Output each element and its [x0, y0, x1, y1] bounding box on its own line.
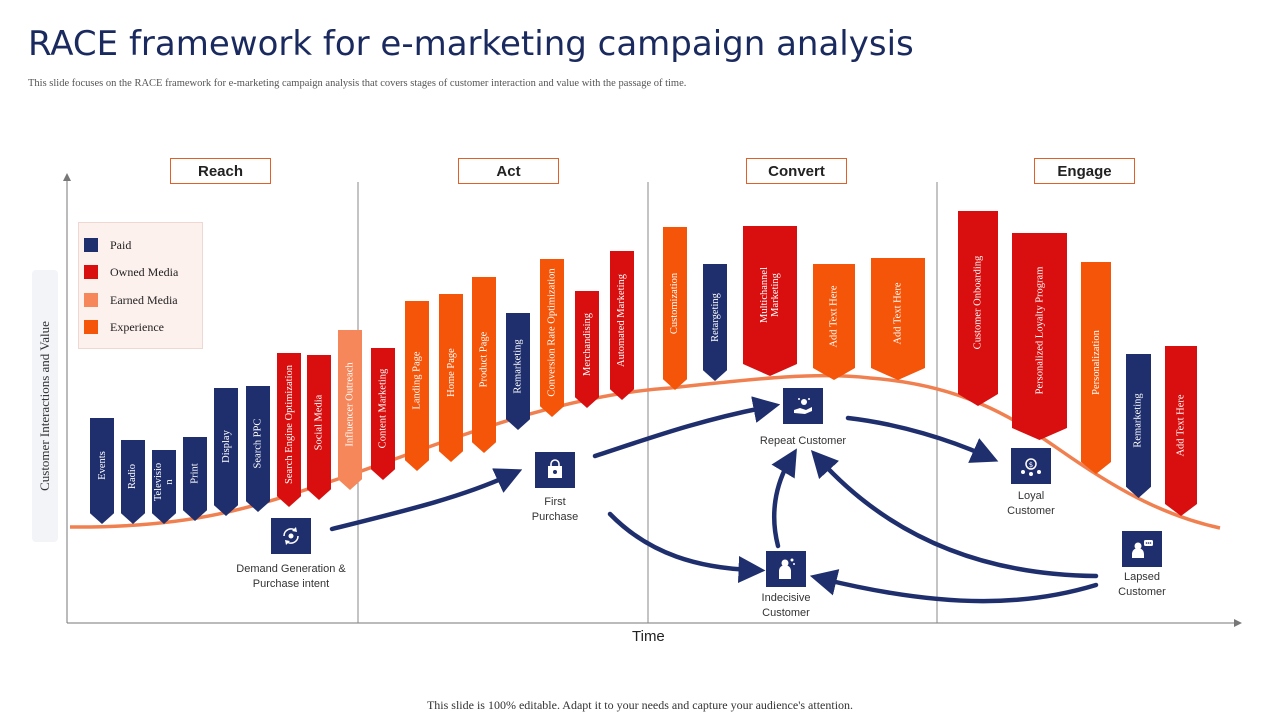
- bar-display: Display: [214, 388, 238, 516]
- legend-item-experience: Experience: [84, 319, 164, 335]
- shopping-bag-icon: [535, 452, 575, 488]
- legend-label: Earned Media: [110, 292, 178, 307]
- bar-merchandising: Merchandising: [575, 291, 599, 408]
- node-label-line: Customer: [1007, 505, 1055, 517]
- x-axis-label: Time: [632, 628, 665, 645]
- node-label-lapsed: Lapsed Customer: [1092, 570, 1192, 600]
- node-label-line: Lapsed: [1123, 571, 1161, 583]
- bar-remarketing: Remarketing: [1126, 354, 1151, 498]
- bar-customization: Customization: [663, 227, 687, 390]
- node-label-repeat: Repeat Customer: [743, 434, 863, 449]
- bar-multichannel-marketing: Multichannel Marketing: [743, 226, 797, 376]
- legend-swatch: [84, 293, 98, 307]
- stage-reach: Reach: [170, 158, 271, 184]
- arrow-indecisive-to-repeat: [771, 448, 797, 549]
- node-label-line: Purchase intent: [252, 578, 330, 590]
- node-label-demand: Demand Generation & Purchase intent: [221, 562, 361, 592]
- arrow-lapsed-to-indecisive: [809, 569, 1099, 604]
- bar-add-text-here: Add Text Here: [1165, 346, 1197, 516]
- page-title: RACE framework for e-marketing campaign …: [28, 24, 914, 64]
- node-label-line: Customer: [762, 607, 810, 619]
- chat-person-icon: [1122, 531, 1162, 567]
- legend-item-earned-media: Earned Media: [84, 292, 178, 308]
- bar-search-ppc: Search PPC: [246, 386, 270, 512]
- node-label-line: Purchase: [531, 511, 579, 523]
- bar-customer-onboarding: Customer Onboarding: [958, 211, 998, 406]
- legend-swatch: [84, 320, 98, 334]
- legend-swatch: [84, 238, 98, 252]
- legend-item-owned-media: Owned Media: [84, 264, 178, 280]
- arrow-lapsed-to-repeat: [810, 450, 1099, 579]
- legend-label: Paid: [110, 237, 132, 252]
- legend: Paid Owned Media Earned Media Experience: [78, 222, 203, 349]
- node-label-line: Loyal: [1017, 490, 1045, 502]
- bar-print: Print: [183, 437, 207, 521]
- page-subtitle: This slide focuses on the RACE framework…: [28, 78, 687, 89]
- node-label-loyal: Loyal Customer: [981, 489, 1081, 519]
- bar-product-page: Product Page: [472, 277, 496, 453]
- bar-personalized-loyalty-program: Personalized Loyalty Program: [1012, 233, 1067, 440]
- bar-conversion-rate-optimization: Conversion Rate Optimization: [540, 259, 564, 417]
- stage-engage: Engage: [1034, 158, 1135, 184]
- arrow-demand-to-first: [329, 468, 523, 532]
- bar-radio: Radio: [121, 440, 145, 524]
- thinking-person-icon: [766, 551, 806, 587]
- hand-coin-icon: [783, 388, 823, 424]
- bar-social-media: Social Media: [307, 355, 331, 500]
- bar-personalization: Personalization: [1081, 262, 1111, 474]
- legend-label: Experience: [110, 319, 164, 334]
- arrow-first-to-indecisive: [607, 511, 766, 583]
- bar-content-marketing: Content Marketing: [371, 348, 395, 480]
- legend-item-paid: Paid: [84, 237, 131, 253]
- bar-television: Televisio n: [152, 450, 176, 524]
- arrow-first-to-repeat: [592, 396, 781, 459]
- bar-retargeting: Retargeting: [703, 264, 727, 381]
- y-axis-label-panel: [32, 270, 58, 542]
- bar-add-text-here: Add Text Here: [813, 264, 855, 380]
- bar-events: Events: [90, 418, 114, 524]
- cycle-icon: [271, 518, 311, 554]
- arrow-repeat-to-loyal: [845, 415, 999, 463]
- bar-influencer-outreach: Influencer Outreach: [338, 330, 362, 490]
- node-label-line: Demand Generation &: [236, 563, 346, 575]
- bar-search-engine-optimization: Search Engine Optimization: [277, 353, 301, 507]
- bar-home-page: Home Page: [439, 294, 463, 462]
- node-label-indecisive: Indecisive Customer: [736, 591, 836, 621]
- node-label-line: First: [544, 496, 566, 508]
- node-label-line: Repeat Customer: [759, 435, 847, 447]
- stage-act: Act: [458, 158, 559, 184]
- node-label-line: Indecisive: [761, 592, 811, 604]
- node-label-line: Customer: [1118, 586, 1166, 598]
- loyalty-icon: $: [1011, 448, 1051, 484]
- bar-remarketing: Remarketing: [506, 313, 530, 430]
- bar-add-text-here: Add Text Here: [871, 258, 925, 380]
- bar-automated-marketing: Automated Marketing: [610, 251, 634, 400]
- svg-text:$: $: [1029, 461, 1033, 469]
- legend-swatch: [84, 265, 98, 279]
- bar-landing-page: Landing Page: [405, 301, 429, 471]
- stage-convert: Convert: [746, 158, 847, 184]
- footer-note: This slide is 100% editable. Adapt it to…: [426, 698, 854, 712]
- legend-label: Owned Media: [110, 264, 179, 279]
- node-label-first: First Purchase: [505, 495, 605, 525]
